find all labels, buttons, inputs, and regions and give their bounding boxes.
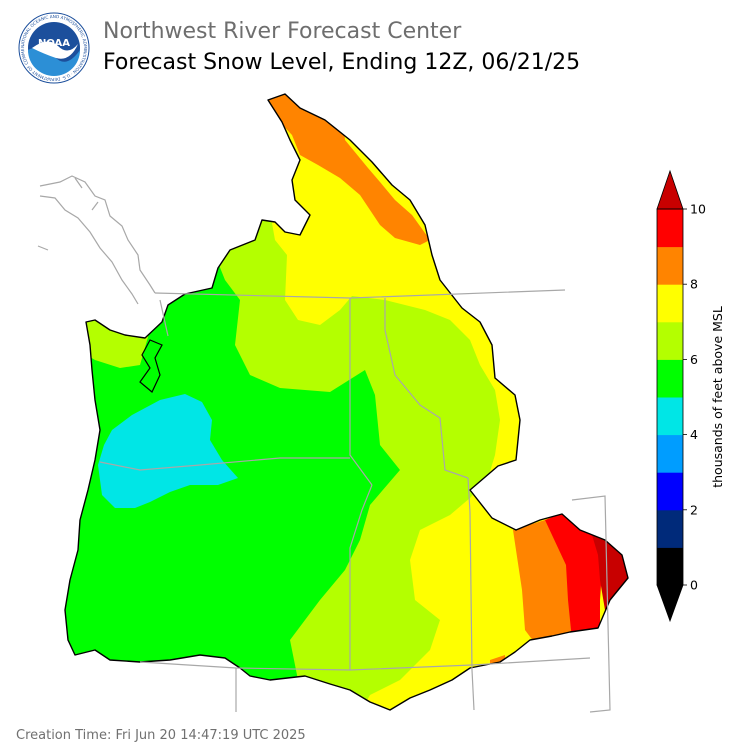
colorbar-tick-label: 6 — [690, 352, 698, 367]
colorbar-ticks: 0 2 4 6 8 10 — [683, 202, 706, 593]
colorbar-bin — [657, 284, 683, 323]
agency-title: Northwest River Forecast Center — [103, 19, 462, 44]
logo-center-text: NOAA — [38, 38, 70, 49]
colorbar-bin — [657, 509, 683, 548]
colorbar-tick-label: 0 — [690, 578, 698, 593]
colorbar-tick-label: 10 — [690, 202, 706, 217]
colorbar-bin — [657, 472, 683, 511]
colorbar-extend-low — [656, 584, 684, 623]
colorbar-bin — [657, 547, 683, 586]
bird-icon — [32, 41, 78, 59]
colorbar-bin — [657, 359, 683, 398]
colorbar-bin — [657, 434, 683, 473]
colorbar-bin — [657, 246, 683, 285]
colorbar-tick-label: 8 — [690, 277, 698, 292]
creation-time: Creation Time: Fri Jun 20 14:47:19 UTC 2… — [16, 728, 306, 743]
colorbar-tick-label: 2 — [690, 502, 698, 517]
noaa-logo: NOAA NATIONAL OCEANIC AND ATMOSPHERIC AD… — [18, 12, 90, 84]
colorbar-bin — [657, 321, 683, 360]
colorbar-label: thousands of feet above MSL — [710, 306, 725, 488]
colorbar-tick-label: 4 — [690, 427, 698, 442]
colorbar-bin — [657, 397, 683, 436]
colorbar-bins — [657, 209, 683, 586]
colorbar-extend-high — [656, 169, 684, 210]
colorbar: 0 2 4 6 8 10 thousands of feet above MSL — [656, 169, 725, 623]
colorbar-bin — [657, 209, 683, 248]
product-title: Forecast Snow Level, Ending 12Z, 06/21/2… — [103, 50, 581, 75]
